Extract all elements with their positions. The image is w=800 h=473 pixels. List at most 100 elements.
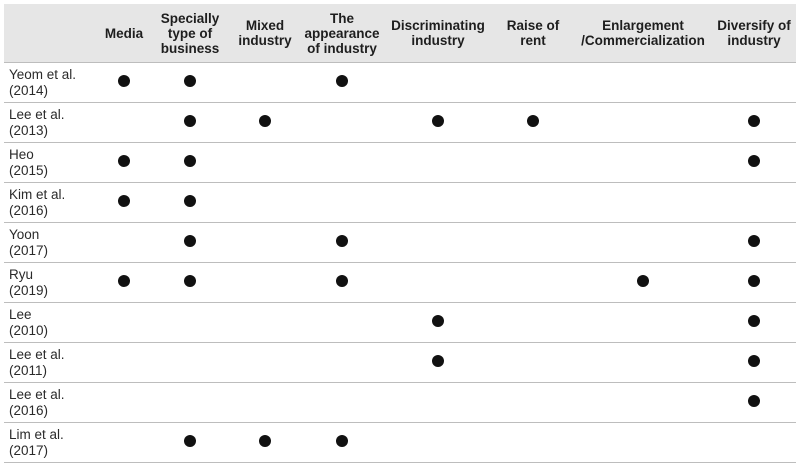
study-year: (2010): [9, 322, 49, 338]
header-label-line: of industry: [307, 40, 377, 56]
study-cell: Lee et al. (2013): [4, 102, 98, 143]
mark-cell: [150, 102, 230, 143]
mark-cell: [712, 222, 796, 263]
mark-cell: [150, 302, 230, 343]
study-author: Lee: [9, 306, 32, 322]
mark-cell: [300, 422, 384, 463]
mark-cell: [492, 262, 574, 303]
header-label-line: Raise of: [506, 18, 560, 33]
study-cell: Yoon (2017): [4, 222, 98, 263]
header-cell-study: [4, 4, 98, 63]
mark-cell: [492, 62, 574, 103]
bullet-dot-icon: [336, 74, 348, 87]
mark-cell: [230, 342, 300, 383]
study-cell: Lee et al. (2011): [4, 342, 98, 383]
mark-cell: [492, 382, 574, 423]
table-row: Kim et al. (2016): [4, 182, 796, 223]
mark-cell: [150, 62, 230, 103]
bullet-dot-icon: [184, 274, 196, 287]
study-author: Yeom et al.: [9, 66, 77, 82]
bullet-dot-icon: [118, 274, 130, 287]
mark-cell: [574, 62, 712, 103]
mark-cell: [574, 102, 712, 143]
study-cell: Kim et al. (2016): [4, 182, 98, 223]
mark-cell: [574, 302, 712, 343]
bullet-dot-icon: [184, 74, 196, 87]
mark-cell: [150, 182, 230, 223]
mark-cell: [98, 422, 150, 463]
header-cell: Specially type of business: [150, 4, 230, 63]
header-label-line: business: [160, 40, 220, 56]
study-author: Yoon: [9, 226, 40, 242]
header-cell: Mixed industry: [230, 4, 300, 63]
header-label-line: industry: [411, 33, 465, 48]
mark-cell: [574, 382, 712, 423]
bullet-dot-icon: [748, 114, 760, 127]
bullet-dot-icon: [336, 234, 348, 247]
mark-cell: [230, 262, 300, 303]
study-author: Lee et al.: [9, 386, 65, 402]
mark-cell: [492, 222, 574, 263]
study-author: Ryu: [9, 266, 34, 282]
study-cell: Lee et al. (2016): [4, 382, 98, 423]
bullet-dot-icon: [118, 74, 130, 87]
mark-cell: [574, 262, 712, 303]
mark-cell: [150, 382, 230, 423]
table-row: Lee (2010): [4, 302, 796, 343]
header-cell: Discriminating industry: [384, 4, 492, 63]
header-cell: Enlargement/Commercialization: [574, 4, 712, 63]
study-year: (2017): [9, 442, 49, 458]
header-label-line: appearance: [304, 25, 380, 41]
mark-cell: [384, 62, 492, 103]
table-header: Media Specially type of business Mixed indust…: [4, 4, 796, 63]
mark-cell: [712, 422, 796, 463]
table-body: Yeom et al. (2014) Lee et al. (2013) Heo (201…: [4, 62, 796, 463]
mark-cell: [150, 422, 230, 463]
study-cell: Lim et al. (2017): [4, 422, 98, 463]
header-label-line: type of: [167, 25, 213, 41]
mark-cell: [712, 62, 796, 103]
mark-cell: [98, 222, 150, 263]
header-label-line: Specially: [160, 10, 220, 26]
mark-cell: [300, 182, 384, 223]
header-label-line: industry: [727, 33, 781, 48]
study-cell: Ryu (2019): [4, 262, 98, 303]
header-row: Media Specially type of business Mixed indust…: [4, 4, 796, 63]
study-cell: Lee (2010): [4, 302, 98, 343]
study-year: (2013): [9, 122, 49, 138]
table-row: Lee et al. (2016): [4, 382, 796, 423]
mark-cell: [150, 262, 230, 303]
bullet-dot-icon: [118, 194, 130, 207]
bullet-dot-icon: [432, 114, 444, 127]
mark-cell: [98, 262, 150, 303]
table-row: Heo (2015): [4, 142, 796, 183]
mark-cell: [300, 142, 384, 183]
study-cell: Heo (2015): [4, 142, 98, 183]
mark-cell: [230, 142, 300, 183]
table-row: Yeom et al. (2014): [4, 62, 796, 103]
bullet-dot-icon: [527, 114, 539, 127]
mark-cell: [230, 422, 300, 463]
study-year: (2019): [9, 282, 49, 298]
mark-cell: [384, 342, 492, 383]
bullet-dot-icon: [748, 354, 760, 367]
mark-cell: [574, 142, 712, 183]
bullet-dot-icon: [637, 274, 649, 287]
bullet-dot-icon: [432, 314, 444, 327]
mark-cell: [98, 142, 150, 183]
bullet-dot-icon: [748, 234, 760, 247]
mark-cell: [574, 222, 712, 263]
header-label-line: Diversify of: [717, 18, 791, 33]
mark-cell: [492, 142, 574, 183]
mark-cell: [384, 142, 492, 183]
study-author: Lim et al.: [9, 426, 64, 442]
bullet-dot-icon: [748, 314, 760, 327]
mark-cell: [492, 342, 574, 383]
mark-cell: [150, 142, 230, 183]
mark-cell: [300, 382, 384, 423]
mark-cell: [492, 302, 574, 343]
table-row: Lim et al. (2017): [4, 422, 796, 463]
mark-cell: [300, 302, 384, 343]
header-cell: Media: [98, 4, 150, 63]
mark-cell: [492, 422, 574, 463]
